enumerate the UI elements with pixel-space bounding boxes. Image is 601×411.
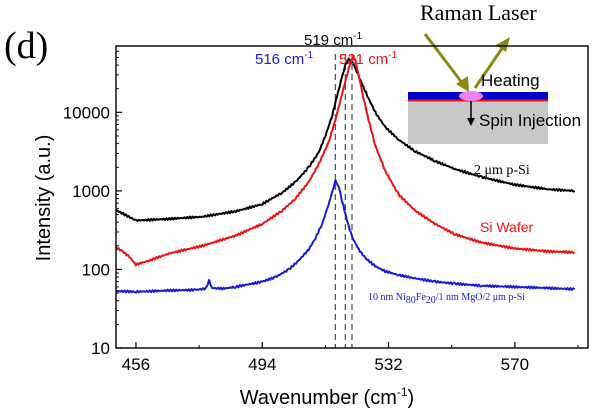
laser-label: Raman Laser: [420, 0, 537, 25]
peak-521-sup: -1: [388, 50, 397, 61]
spin-injection-arrowhead: [467, 118, 475, 126]
heating-label: Heating: [481, 71, 540, 90]
x-axis-label: Wavenumber (cm-1): [240, 385, 414, 409]
heating-spot: [459, 91, 483, 101]
nife-part-4: 20: [426, 295, 436, 306]
peak-label-516: 516 cm-1: [255, 50, 314, 68]
x-tick-label-532: 532: [374, 355, 402, 374]
peak-519-main: 519 cm: [304, 32, 353, 49]
series-line-p-si: [115, 57, 576, 223]
y-tick-label-1000: 1000: [72, 182, 110, 201]
y-tick-label-100: 100: [82, 260, 110, 279]
x-axis-label-end: ): [408, 387, 415, 409]
series-line-si-wafer: [115, 55, 576, 267]
x-tick-label-456: 456: [122, 355, 150, 374]
x-axis-label-main: Wavenumber (cm: [240, 387, 397, 409]
nife-part-5: /1 nm MgO/2 μm p-Si: [436, 292, 525, 303]
curve-label-p-si: 2 μm p-Si: [474, 163, 530, 178]
y-tick-label-10: 10: [91, 339, 110, 358]
peak-label-521: 521 cm-1: [339, 50, 398, 68]
peak-521-main: 521 cm: [339, 51, 388, 68]
spin-injection-label: Spin Injection: [479, 111, 581, 130]
series-line-nife: [115, 179, 576, 294]
interface-layer: [408, 99, 548, 102]
panel-label: (d): [4, 25, 48, 67]
peak-516-sup: -1: [304, 50, 313, 61]
x-tick-label-494: 494: [248, 355, 276, 374]
substrate-layer: [408, 101, 548, 144]
incident-laser-arrow: [423, 33, 468, 89]
x-axis-label-sup: -1: [397, 385, 408, 399]
x-tick-label-570: 570: [501, 355, 529, 374]
peak-label-519: 519 cm-1: [304, 31, 363, 49]
y-tick-label-10000: 10000: [63, 103, 110, 122]
curve-label-si-wafer: Si Wafer: [480, 219, 533, 235]
peak-519-sup: -1: [353, 31, 362, 42]
plot-frame: [115, 45, 589, 349]
y-axis-label: Intensity (a.u.): [33, 135, 55, 262]
incident-laser-arrowhead: [456, 76, 469, 92]
plot-area: 456 494 532 570 10 100 1000 10000: [63, 45, 589, 374]
nife-part-1: 10 nm Ni: [368, 292, 406, 303]
inset-schematic: Raman Laser Heating Spin Injection: [408, 0, 581, 144]
curve-label-nife: 10 nm Ni80Fe20/1 nm MgO/2 μm p-Si: [368, 292, 525, 306]
peak-516-main: 516 cm: [255, 51, 304, 68]
reflected-laser-arrowhead: [496, 37, 510, 52]
nife-part-2: 80: [406, 295, 416, 306]
nife-part-3: Fe: [416, 292, 427, 303]
reflected-laser-arrow: [473, 43, 507, 89]
